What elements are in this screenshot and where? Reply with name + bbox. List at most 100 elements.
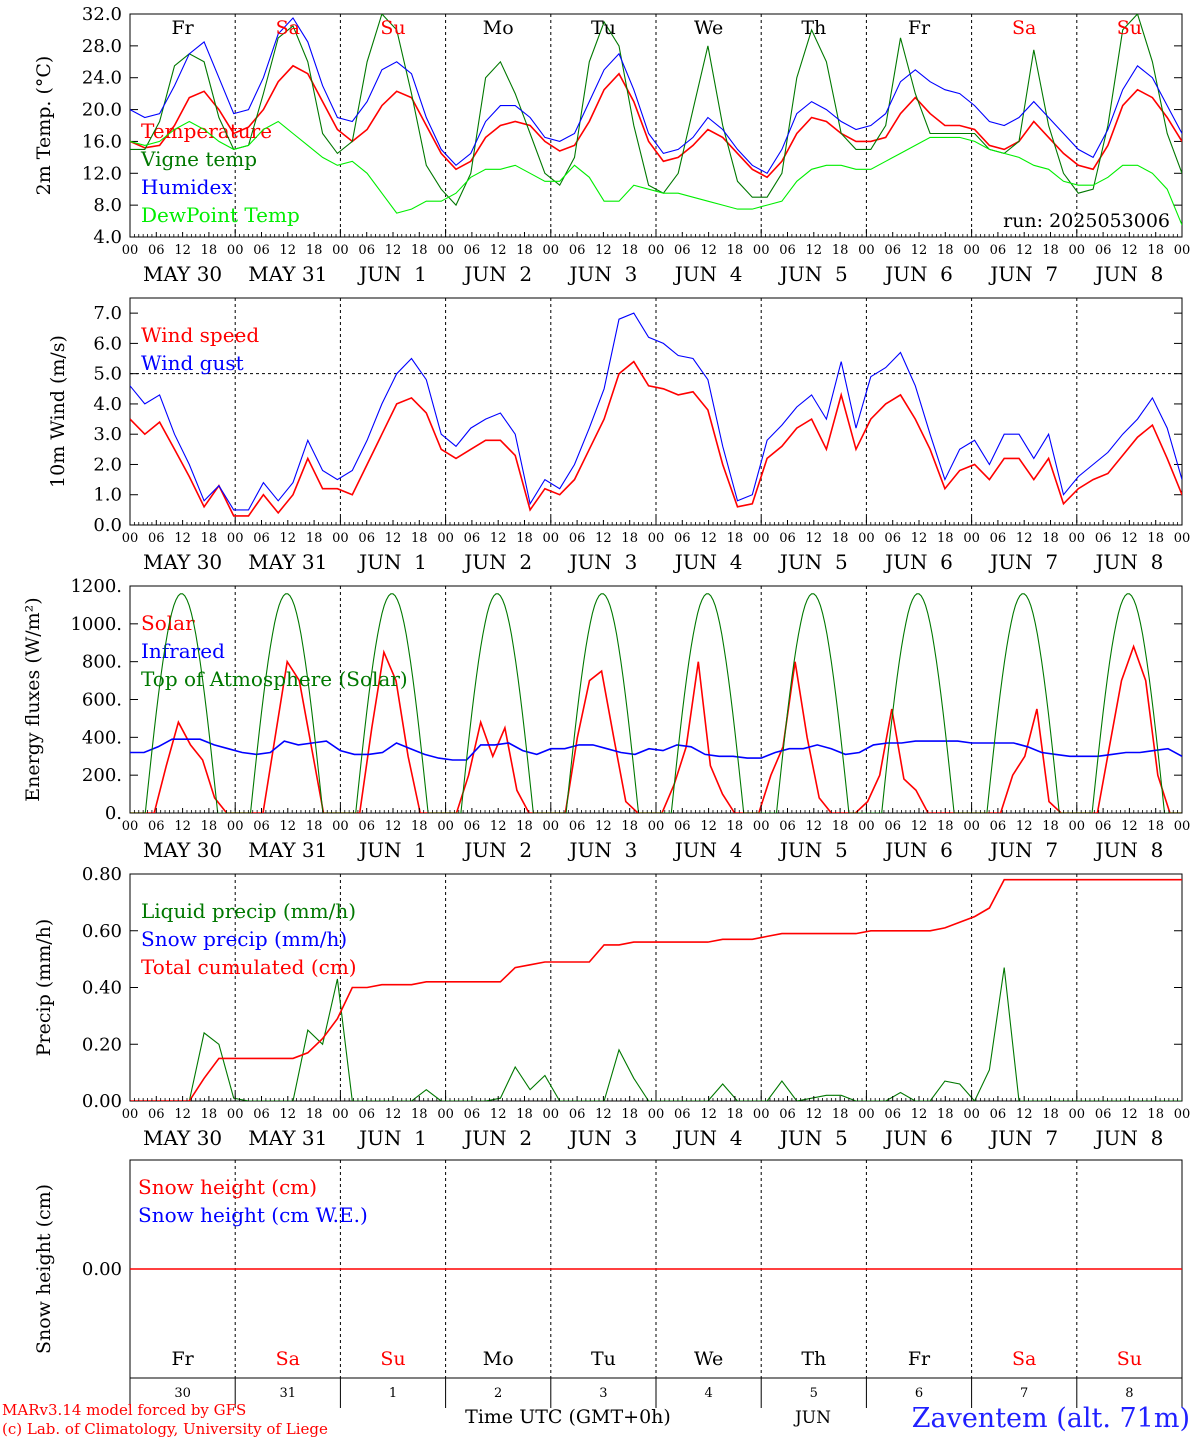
precip-hour-label: 18 [937,1107,954,1122]
temp-date-label: JUN 2 [462,262,532,286]
credit-line-1: MARv3.14 model forced by GFS [2,1401,246,1419]
temp-hour-label: 00 [543,243,560,258]
precip-hour-label: 06 [884,1107,901,1122]
energy-series-line-2 [130,593,1182,813]
temp-hour-label: 12 [280,243,297,258]
temp-hour-label: 00 [122,243,139,258]
wind-hour-label: 18 [201,531,218,546]
temp-series-line-3 [130,120,1182,226]
wind-hour-label: 18 [832,531,849,546]
energy-hour-label: 18 [306,819,323,834]
wind-date-label: JUN 1 [357,550,427,574]
wind-y-tick-label: 2.0 [93,454,122,475]
precip-hour-label: 06 [253,1107,270,1122]
precip-hour-label: 12 [385,1107,402,1122]
wind-hour-label: 00 [753,531,770,546]
energy-y-tick-label: 600. [82,690,122,711]
energy-date-label: JUN 6 [883,838,953,862]
wind-hour-label: 00 [122,531,139,546]
precip-hour-label: 00 [543,1107,560,1122]
snow-day-number: 8 [1125,1386,1133,1401]
energy-hour-label: 12 [1121,819,1138,834]
temp-annotation: run: 2025053006 [1003,210,1170,232]
energy-hour-label: 00 [648,819,665,834]
temp-legend-entry: Vigne temp [140,147,257,171]
wind-hour-label: 18 [411,531,428,546]
wind-hour-label: 06 [358,531,375,546]
energy-hour-label: 06 [253,819,270,834]
temp-y-tick-label: 12.0 [82,163,122,184]
temp-hour-label: 06 [990,243,1007,258]
energy-y-tick-label: 1200. [70,576,122,597]
snow-day-name: Mo [483,1348,514,1370]
temp-hour-label: 12 [385,243,402,258]
energy-hour-label: 12 [490,819,507,834]
precip-y-tick-label: 0.40 [82,978,122,999]
precip-date-label: MAY 30 [143,1126,222,1150]
snow-y-axis-title: Snow height (cm) [33,1184,55,1354]
snow-day-number: 4 [704,1386,712,1401]
energy-hour-label: 00 [1069,819,1086,834]
energy-hour-label: 00 [543,819,560,834]
energy-panel: 0. 200. 400. 600. 800. 1000. 1200. Energy fluxe… [22,576,1190,862]
precip-hour-label: 18 [621,1107,638,1122]
precip-hour-label: 06 [674,1107,691,1122]
precip-date-label: JUN 8 [1093,1126,1163,1150]
precip-y-axis-title: Precip (mm/h) [33,919,55,1057]
precip-hour-label: 00 [122,1107,139,1122]
energy-hour-label: 12 [806,819,823,834]
snow-day-number: 31 [280,1386,297,1401]
precip-series-line-2 [130,878,1182,1101]
temp-hour-label: 06 [1095,243,1112,258]
energy-hour-label: 18 [1042,819,1059,834]
temp-date-label: JUN 3 [567,262,637,286]
temp-legend-entry: DewPoint Temp [141,203,300,227]
wind-hour-label: 12 [595,531,612,546]
wind-hour-label: 18 [516,531,533,546]
precip-legend-entry: Total cumulated (cm) [141,955,357,979]
snow-day-number: 7 [1020,1386,1028,1401]
wind-y-tick-label: 1.0 [93,485,122,506]
temp-panel: 4.0 8.0 12.0 16.0 20.0 24.0 28.0 32.0 2m Temp. (… [33,4,1190,286]
wind-hour-label: 18 [727,531,744,546]
temp-hour-label: 00 [227,243,244,258]
snow-day-number: 3 [599,1386,607,1401]
temp-day-name: Tu [591,17,616,39]
temp-y-tick-label: 16.0 [82,131,122,152]
snow-legend-entry: Snow height (cm W.E.) [138,1203,368,1227]
energy-hour-label: 12 [595,819,612,834]
temp-series-line-2 [130,17,1182,175]
precip-date-label: JUN 7 [988,1126,1058,1150]
energy-hour-label: 12 [700,819,717,834]
temp-hour-label: 12 [1016,243,1033,258]
wind-date-label: JUN 4 [673,550,743,574]
energy-hour-label: 00 [858,819,875,834]
month-label: JUN [793,1408,831,1428]
precip-hour-label: 18 [201,1107,218,1122]
footer: MARv3.14 model forced by GFS (c) Lab. of… [2,1401,1190,1438]
temp-day-name: Th [801,17,826,39]
energy-y-tick-label: 400. [82,727,122,748]
precip-hour-label: 06 [990,1107,1007,1122]
temp-hour-label: 06 [253,243,270,258]
temp-hour-label: 00 [1174,243,1191,258]
wind-y-tick-label: 7.0 [93,303,122,324]
wind-legend-entry: Wind speed [141,323,259,347]
wind-hour-label: 12 [1016,531,1033,546]
temp-y-tick-label: 4.0 [93,227,122,248]
energy-y-tick-label: 0. [105,803,122,824]
temp-hour-label: 06 [148,243,165,258]
precip-legend-entry: Liquid precip (mm/h) [141,899,356,923]
wind-hour-label: 06 [148,531,165,546]
temp-day-name: Fr [171,17,194,39]
temp-hour-label: 18 [1147,243,1164,258]
temp-day-name: Mo [483,17,514,39]
energy-date-label: MAY 31 [248,838,327,862]
precip-hour-label: 18 [1147,1107,1164,1122]
snow-day-number: 5 [810,1386,818,1401]
energy-hour-label: 18 [1147,819,1164,834]
precip-hour-label: 12 [806,1107,823,1122]
temp-day-name: Su [380,17,405,39]
energy-hour-label: 00 [753,819,770,834]
precip-date-label: JUN 2 [462,1126,532,1150]
